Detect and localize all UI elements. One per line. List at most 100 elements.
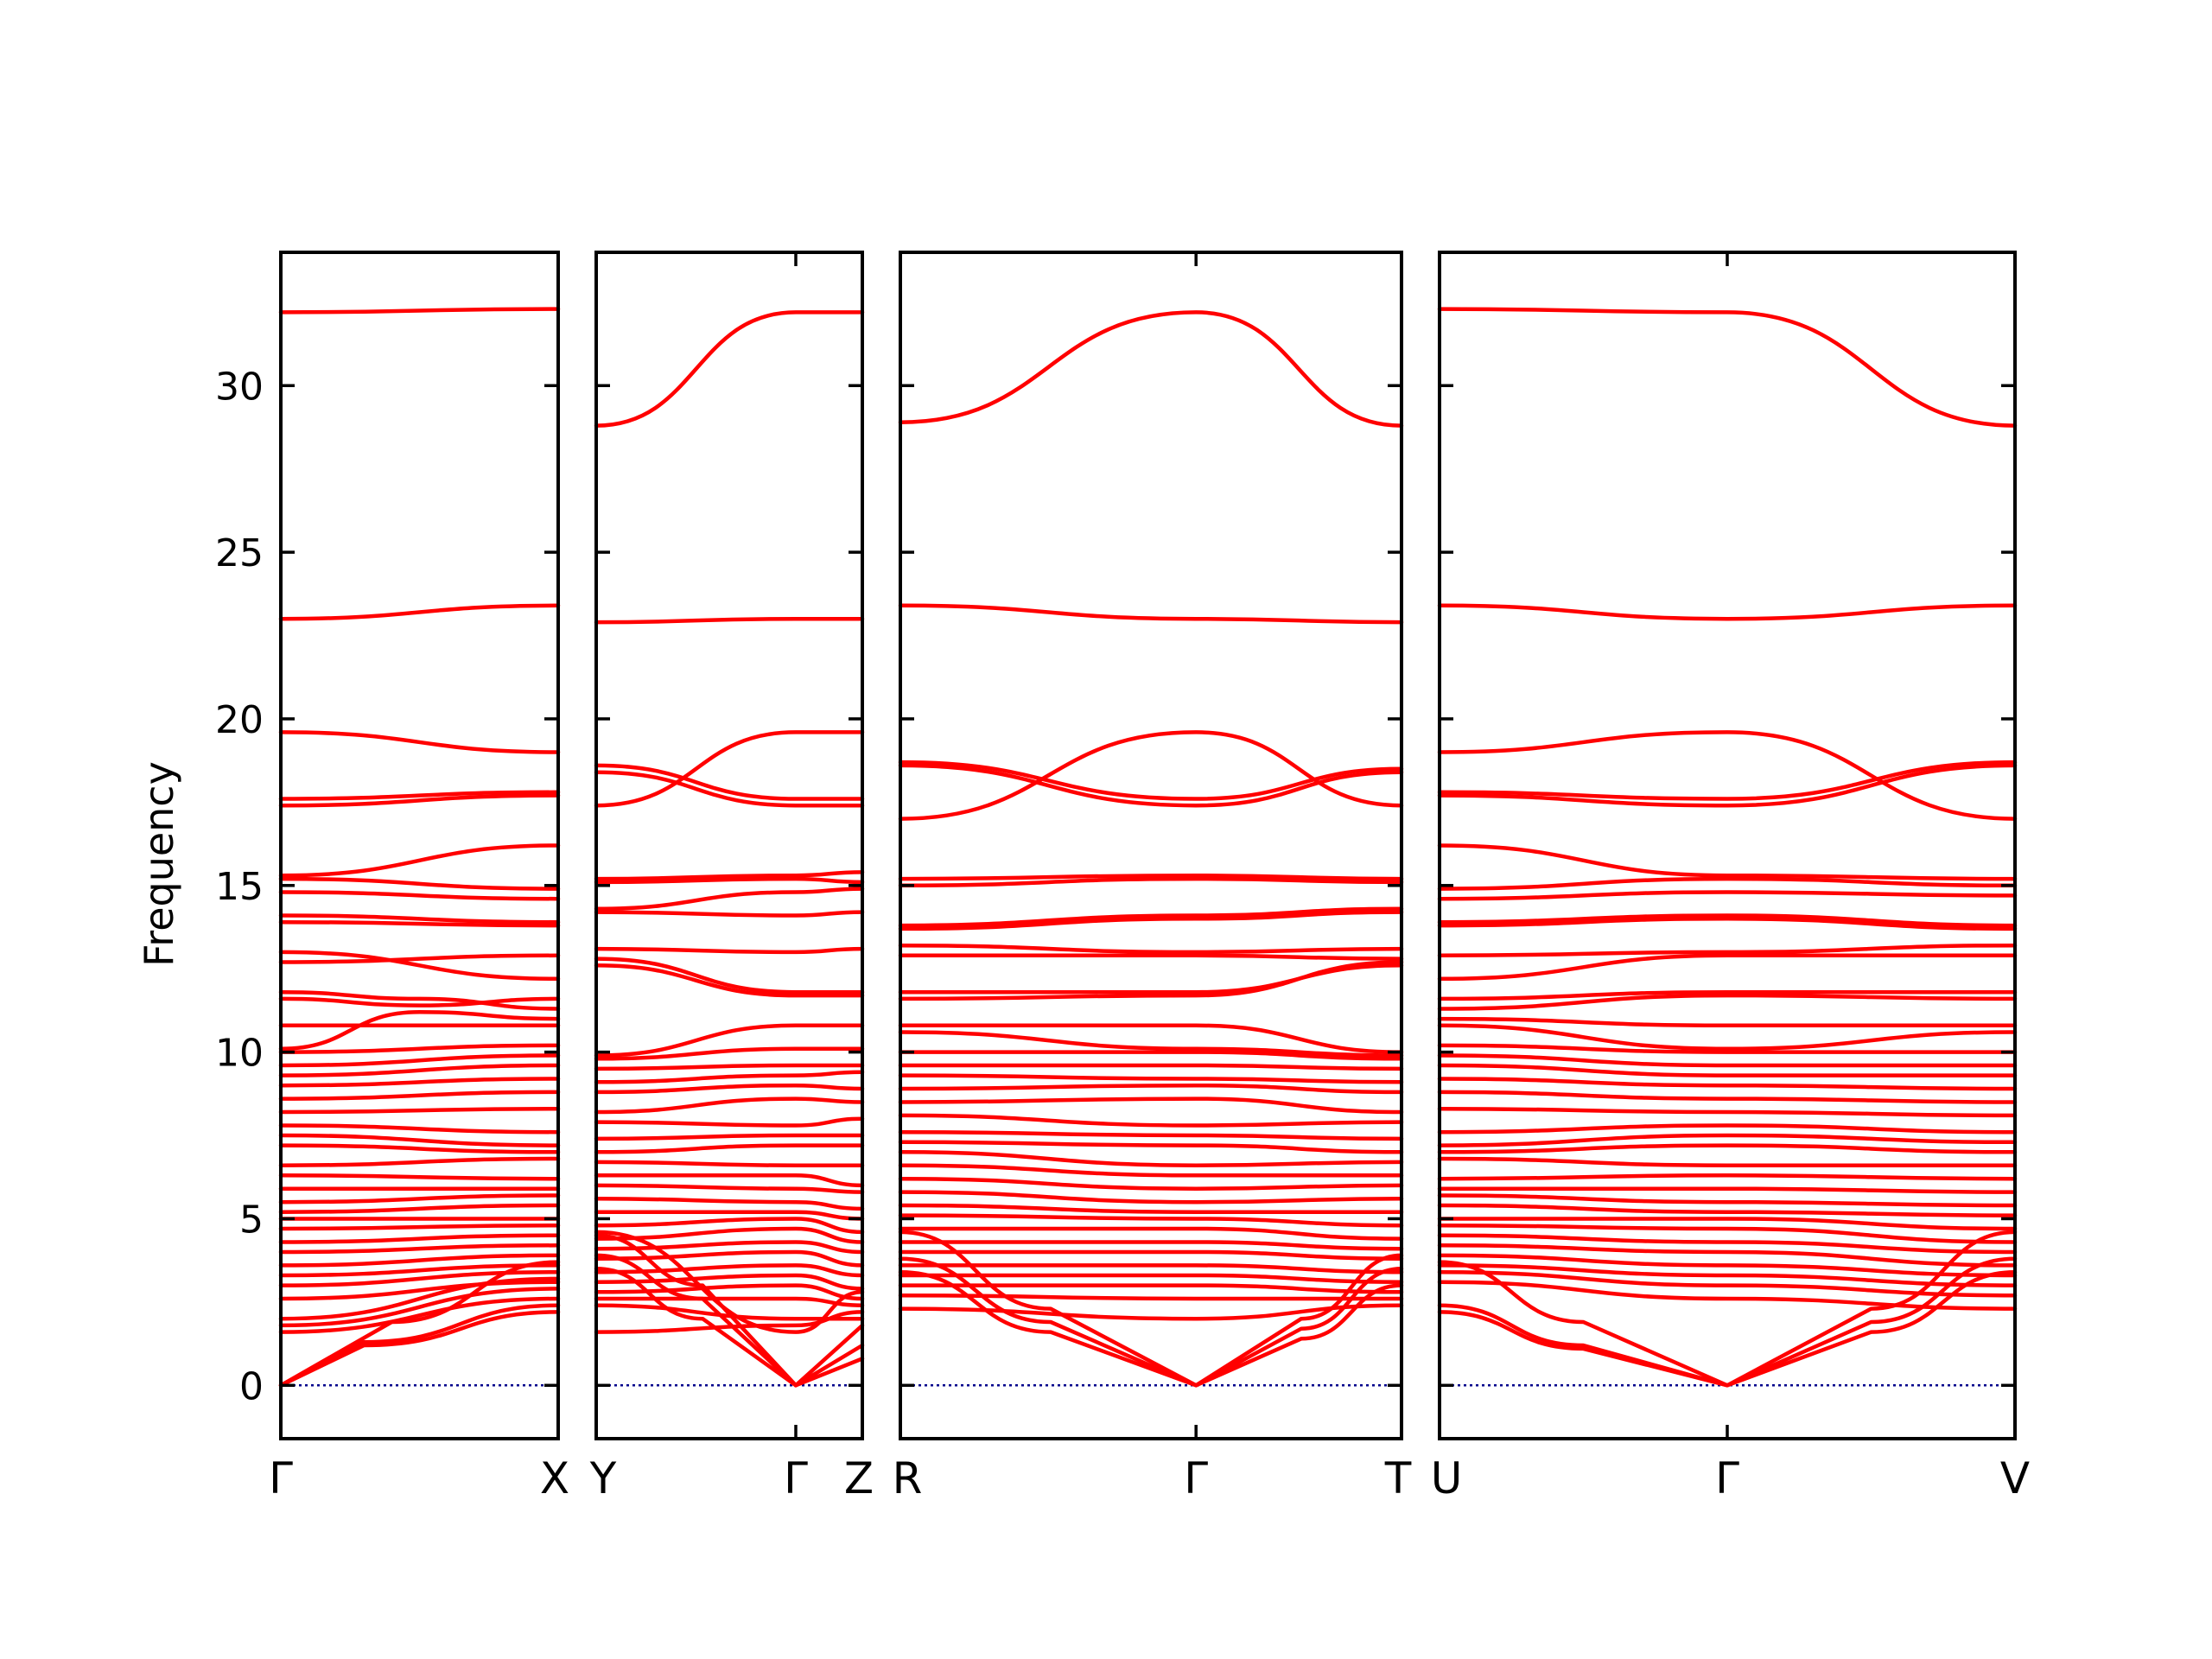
band-line <box>898 943 1404 955</box>
band-line <box>898 1213 1404 1228</box>
band-line <box>594 963 865 998</box>
band-line <box>278 790 561 801</box>
band-line <box>278 1123 561 1135</box>
band-line <box>278 1263 561 1278</box>
band-line <box>278 1090 561 1101</box>
band-line <box>1437 307 2018 428</box>
band-line <box>278 1133 561 1147</box>
band-line <box>278 950 561 982</box>
band-line <box>1437 993 2018 1011</box>
band-line <box>278 1203 561 1214</box>
band-line <box>1437 1233 2018 1255</box>
band-line <box>594 1173 865 1188</box>
band-line <box>278 1296 561 1334</box>
band-line <box>278 603 561 621</box>
band-line <box>898 906 1404 928</box>
band-line <box>278 1143 561 1154</box>
band-line <box>278 843 561 878</box>
band-line <box>594 763 865 801</box>
x-tick-label-r: R <box>893 1453 923 1503</box>
band-line <box>594 1046 865 1061</box>
band-line <box>1437 1156 2018 1167</box>
band-line <box>898 1150 1404 1167</box>
band-line <box>594 1183 865 1194</box>
band-line <box>1437 1043 2018 1054</box>
band-line <box>1437 1133 2018 1147</box>
band-line <box>278 1173 561 1181</box>
y-tick-label: 0 <box>239 1364 264 1408</box>
band-line <box>594 1116 865 1128</box>
band-line <box>278 1243 561 1255</box>
band-line <box>898 730 1404 821</box>
band-line <box>898 603 1404 625</box>
band-line <box>898 1023 1404 1054</box>
band-line <box>898 1293 1404 1301</box>
y-axis-label: Frequency <box>136 761 182 967</box>
band-line <box>1437 763 2018 808</box>
band-line <box>594 910 865 918</box>
band-line <box>278 919 561 928</box>
band-line <box>898 1263 1404 1274</box>
band-line <box>898 1050 1404 1061</box>
band-line <box>278 1193 561 1205</box>
band-line <box>594 946 865 955</box>
panel-frame <box>279 251 560 1440</box>
band-line <box>898 310 1404 428</box>
band-line <box>594 310 865 428</box>
band-line <box>278 1043 561 1054</box>
band-line <box>898 1256 1404 1388</box>
panel-frame <box>899 251 1403 1440</box>
band-line <box>898 1083 1404 1095</box>
band-line <box>1437 1077 2018 1091</box>
band-line <box>594 1070 865 1084</box>
band-line <box>1437 1280 2018 1311</box>
band-line <box>898 1273 1404 1284</box>
band-line <box>278 1077 561 1088</box>
band-line <box>1437 1063 2018 1077</box>
band-line <box>1437 1203 2018 1217</box>
band-line <box>1437 1090 2018 1104</box>
panel-u-gamma-v: U Γ V <box>1431 251 2030 1503</box>
band-line <box>898 1030 1404 1058</box>
band-line <box>278 1156 561 1167</box>
band-line <box>898 1113 1404 1128</box>
band-line <box>1437 876 2018 891</box>
band-line <box>278 1253 561 1268</box>
band-line <box>278 1053 561 1068</box>
x-tick-label-gamma: Γ <box>1184 1453 1208 1503</box>
band-line <box>594 1143 865 1154</box>
band-line <box>278 1280 561 1301</box>
x-tick-label-gamma: Γ <box>784 1453 808 1503</box>
band-line <box>898 873 1404 881</box>
band-line <box>278 953 561 964</box>
band-line <box>1437 1016 2018 1028</box>
band-line <box>1437 1217 2018 1231</box>
band-line <box>1437 913 2018 928</box>
panel-y-gamma-z: Y Γ Z <box>589 251 874 1503</box>
band-line <box>1437 1269 2018 1298</box>
band-line <box>278 1310 561 1388</box>
band-line <box>278 1063 561 1077</box>
y-tick-label: 15 <box>215 865 264 909</box>
y-tick-label: 30 <box>215 365 264 409</box>
band-line <box>278 890 561 901</box>
band-line <box>278 730 561 754</box>
x-tick-label-u: U <box>1431 1453 1463 1503</box>
y-tick-label: 20 <box>215 698 264 742</box>
panel-frame <box>594 251 864 1440</box>
band-line <box>1437 1269 2018 1388</box>
band-line <box>594 1083 865 1095</box>
x-tick-label-gamma: Γ <box>1715 1453 1739 1503</box>
panel-r-gamma-t: R Γ T <box>893 251 1412 1503</box>
band-line <box>1437 1123 2018 1135</box>
band-line <box>1437 953 2018 982</box>
band-line <box>594 887 865 912</box>
band-line <box>898 1140 1404 1154</box>
band-line <box>898 1063 1404 1071</box>
band-line <box>898 1226 1404 1241</box>
band-line <box>594 1230 865 1334</box>
band-line <box>1437 890 2018 901</box>
band-line <box>594 1133 865 1141</box>
band-line <box>898 953 1404 961</box>
